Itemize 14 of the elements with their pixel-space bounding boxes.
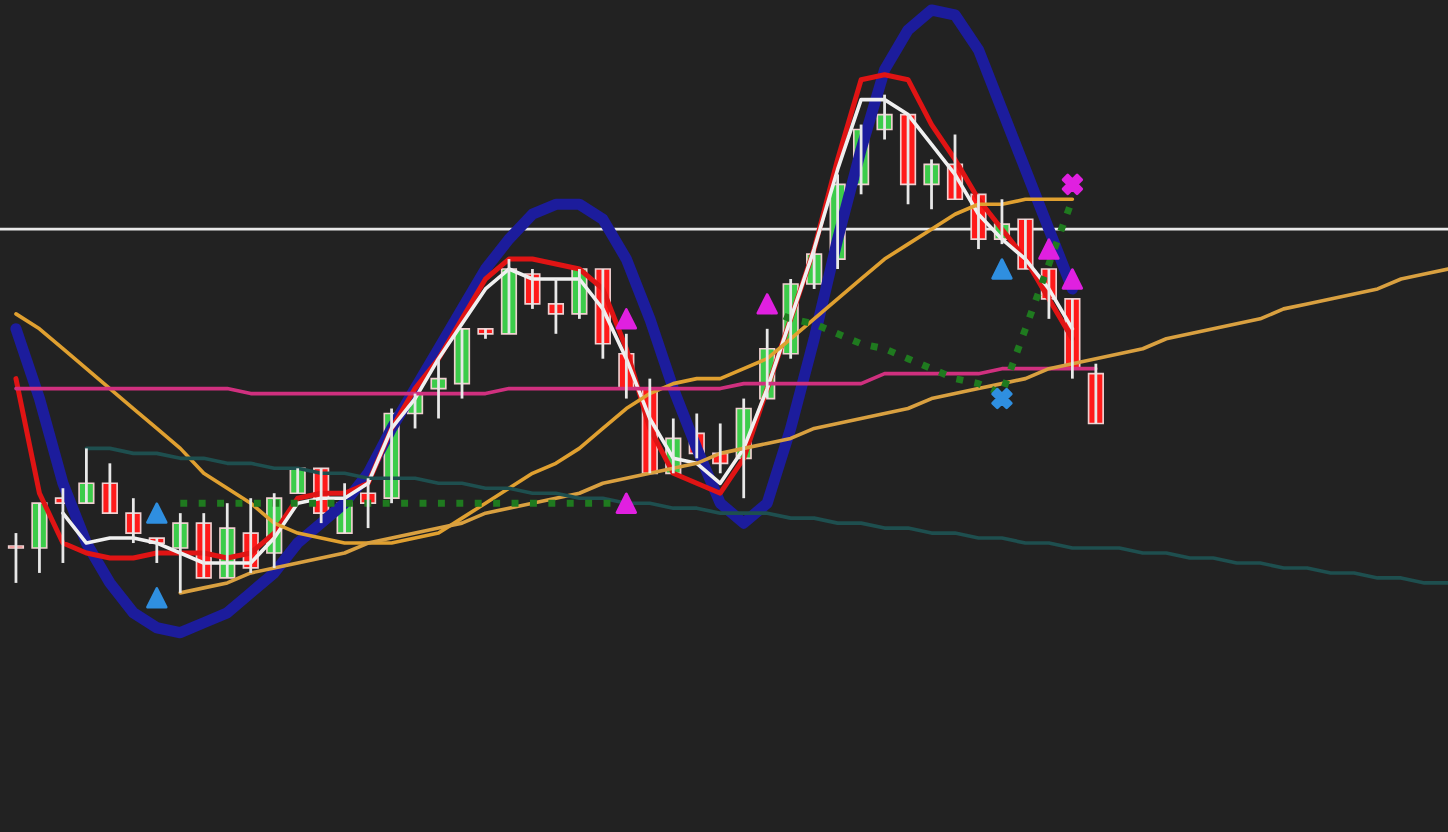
candlestick — [289, 466, 306, 495]
point — [991, 258, 1013, 280]
point — [615, 492, 638, 514]
point — [1061, 268, 1084, 290]
candlestick — [547, 277, 565, 336]
candlestick — [7, 531, 25, 585]
point — [146, 587, 168, 609]
point — [1038, 238, 1060, 260]
point — [146, 502, 168, 524]
point — [615, 308, 638, 330]
point — [991, 387, 1013, 410]
point — [1061, 173, 1084, 196]
point — [756, 293, 778, 315]
candlestick — [477, 327, 494, 341]
